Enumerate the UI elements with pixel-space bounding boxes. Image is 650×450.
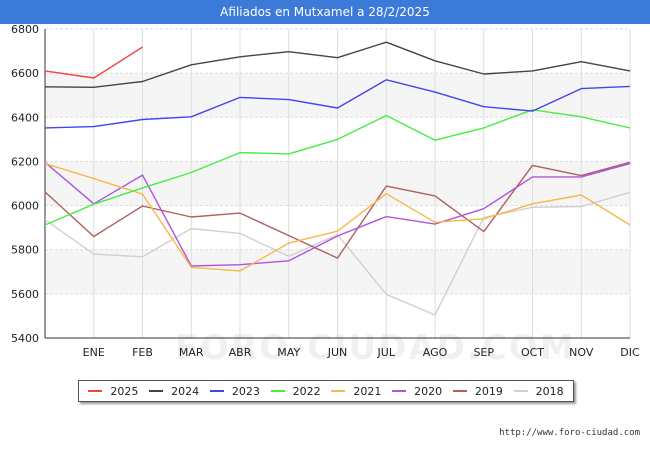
legend-item-2020: 2020: [392, 385, 442, 398]
chart-title: Afiliados en Mutxamel a 28/2/2025: [0, 0, 650, 24]
legend-swatch: [88, 390, 103, 392]
legend-item-2023: 2023: [209, 384, 260, 398]
y-tick-label: 6600: [11, 67, 39, 80]
legend-item-2019: 2019: [452, 384, 503, 398]
y-tick-label: 6400: [11, 111, 39, 124]
series-line-2025: [44, 46, 143, 79]
y-tick-label: 6800: [11, 23, 39, 36]
x-tick-label: DIC: [620, 346, 640, 359]
legend-item-2025: 2025: [88, 385, 138, 398]
legend-label: 2024: [171, 384, 200, 398]
x-tick-label: AGO: [423, 346, 448, 359]
legend-item-2022: 2022: [270, 384, 321, 398]
legend-item-2021: 2021: [331, 385, 381, 398]
legend-item-2024: 2024: [149, 385, 199, 398]
y-tick-label: 6200: [11, 155, 39, 168]
legend-label: 2023: [231, 384, 260, 398]
x-tick-label: MAR: [179, 346, 204, 359]
legend-label: 2020: [414, 384, 443, 398]
legend-swatch: [209, 390, 224, 392]
legend-item-2018: 2018: [513, 384, 564, 398]
legend-label: 2019: [474, 384, 503, 398]
legend-label: 2022: [292, 384, 321, 398]
watermark: FORO-CIUDAD.COM: [175, 328, 576, 368]
series-line-2019: [44, 161, 631, 259]
x-tick-label: MAY: [277, 346, 300, 359]
legend-label: 2025: [110, 384, 139, 398]
legend-swatch: [270, 390, 285, 392]
x-tick-label: OCT: [521, 346, 544, 359]
y-tick-label: 5600: [11, 288, 39, 301]
x-tick-label: SEP: [473, 346, 494, 359]
y-tick-label: 5400: [11, 332, 39, 345]
series-line-2021: [44, 162, 631, 272]
legend-label: 2021: [353, 384, 382, 398]
series-line-2022: [44, 109, 631, 226]
legend-label: 2018: [535, 384, 564, 398]
x-tick-label: ABR: [229, 346, 252, 359]
series-line-2018: [44, 191, 631, 316]
chart-legend: 2025 2024 2023 2022 2021 2020 2019 2018: [78, 380, 574, 402]
x-tick-label: NOV: [569, 346, 594, 359]
y-tick-label: 5800: [11, 244, 39, 257]
legend-swatch: [331, 390, 346, 392]
legend-swatch: [149, 390, 164, 392]
legend-swatch: [452, 390, 467, 392]
series-line-2020: [44, 161, 631, 267]
x-tick-label: JUL: [377, 346, 396, 359]
y-tick-label: 6000: [11, 200, 39, 213]
series-line-2023: [44, 79, 631, 129]
legend-swatch: [513, 390, 528, 392]
source-url[interactable]: http://www.foro-ciudad.com: [499, 428, 640, 438]
x-tick-label: JUN: [327, 346, 348, 359]
x-tick-label: FEB: [132, 346, 153, 359]
legend-swatch: [392, 390, 407, 392]
x-tick-label: ENE: [83, 346, 105, 359]
series-line-2024: [44, 41, 631, 89]
